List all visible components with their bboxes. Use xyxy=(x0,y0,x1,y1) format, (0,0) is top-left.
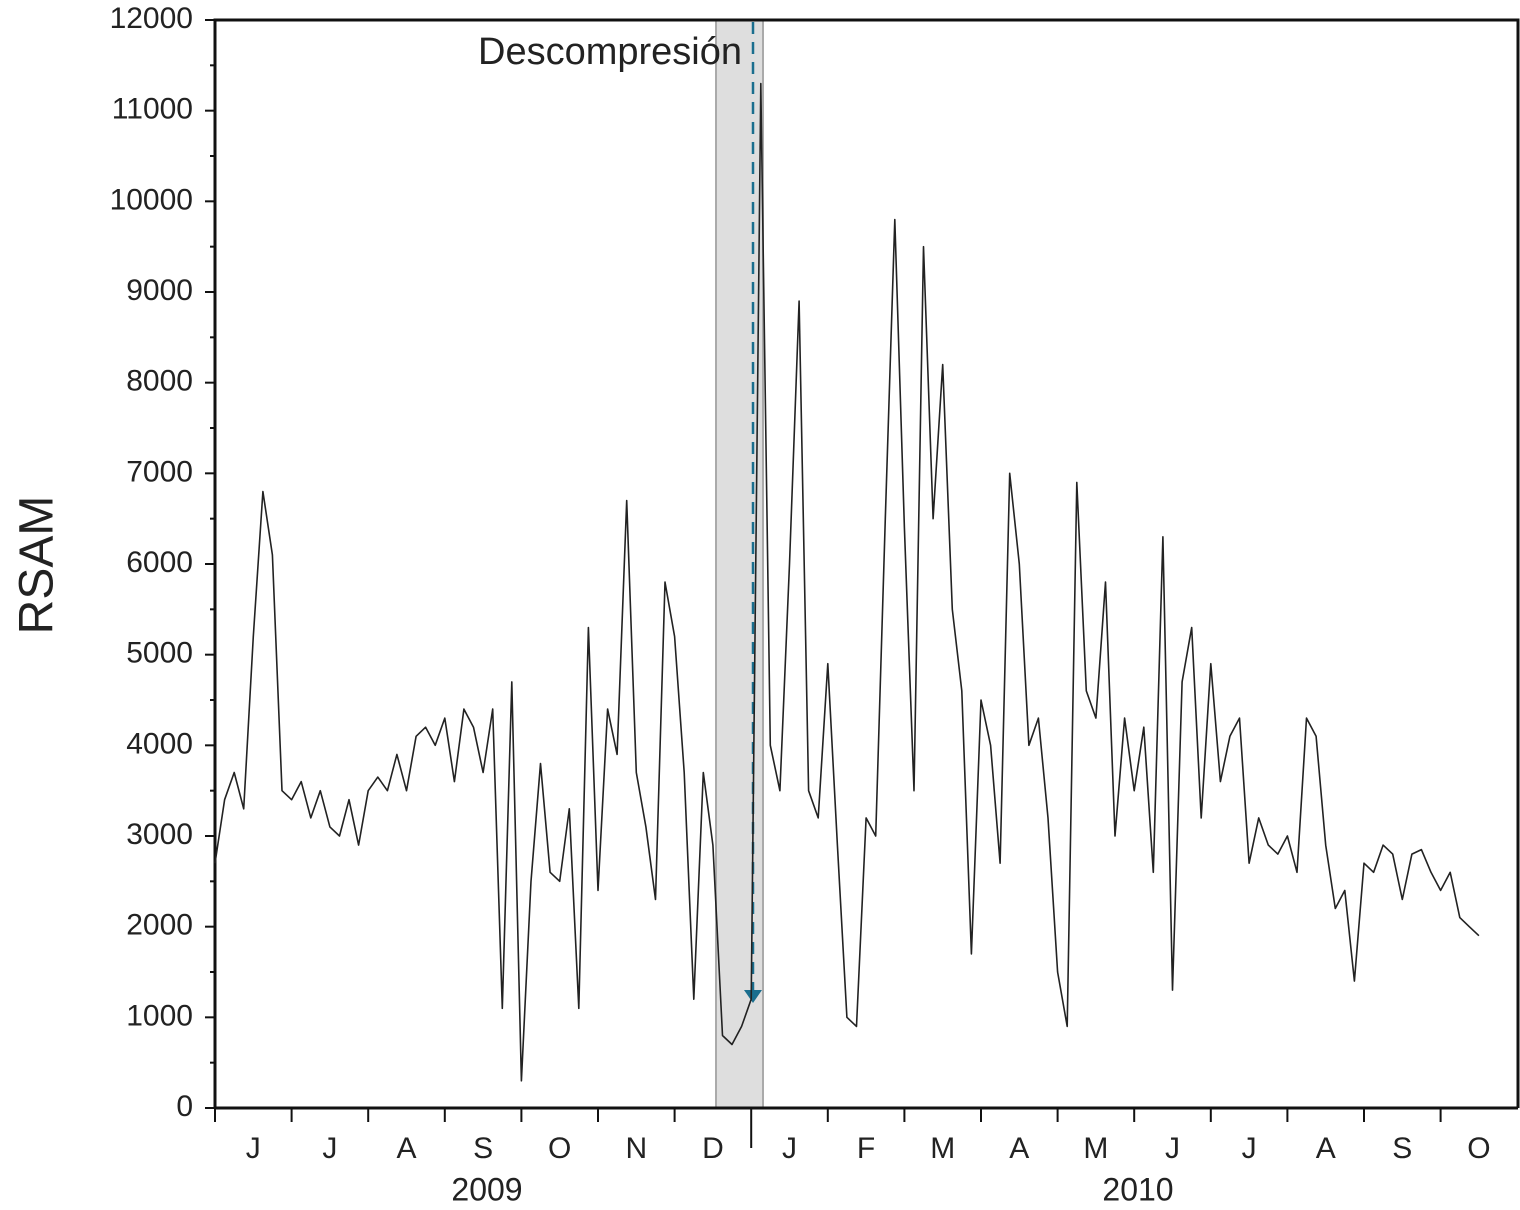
year-label: 2009 xyxy=(451,1171,522,1207)
y-tick-label: 3000 xyxy=(126,818,193,851)
y-tick-label: 2000 xyxy=(126,909,193,942)
y-tick-label: 0 xyxy=(176,1090,193,1123)
y-tick-label: 7000 xyxy=(126,455,193,488)
y-tick-label: 12000 xyxy=(110,2,193,35)
y-axis-label: RSAM xyxy=(11,496,64,635)
y-tick-label: 4000 xyxy=(126,727,193,760)
x-tick-label: A xyxy=(1009,1132,1029,1165)
y-tick-label: 9000 xyxy=(126,274,193,307)
y-tick-label: 1000 xyxy=(126,999,193,1032)
y-tick-label: 5000 xyxy=(126,637,193,670)
data-line xyxy=(214,82,1480,1082)
year-label: 2010 xyxy=(1102,1171,1173,1207)
x-tick-label: A xyxy=(1316,1132,1336,1165)
x-tick-label: J xyxy=(246,1132,261,1165)
x-tick-label: M xyxy=(1083,1132,1108,1165)
x-tick-label: D xyxy=(702,1132,724,1165)
annotation: Descompresión xyxy=(478,31,742,73)
y-tick-label: 10000 xyxy=(110,183,193,216)
plot-frame xyxy=(213,18,1520,1108)
x-tick-label: O xyxy=(548,1132,571,1165)
x-tick-label: N xyxy=(625,1132,647,1165)
x-tick-label: M xyxy=(930,1132,955,1165)
y-tick-label: 8000 xyxy=(126,365,193,398)
x-tick-label: A xyxy=(396,1132,416,1165)
x-tick-label: O xyxy=(1467,1132,1490,1165)
x-tick-label: J xyxy=(1242,1132,1257,1165)
y-tick-label: 11000 xyxy=(112,93,193,126)
x-tick-label: S xyxy=(473,1132,493,1165)
x-tick-label: J xyxy=(1165,1132,1180,1165)
marker-arrow xyxy=(744,990,762,1003)
x-tick-label: J xyxy=(782,1132,797,1165)
x-tick-label: S xyxy=(1392,1132,1412,1165)
x-tick-label: J xyxy=(322,1132,337,1165)
x-tick-label: F xyxy=(857,1132,875,1165)
y-tick-label: 6000 xyxy=(126,546,193,579)
